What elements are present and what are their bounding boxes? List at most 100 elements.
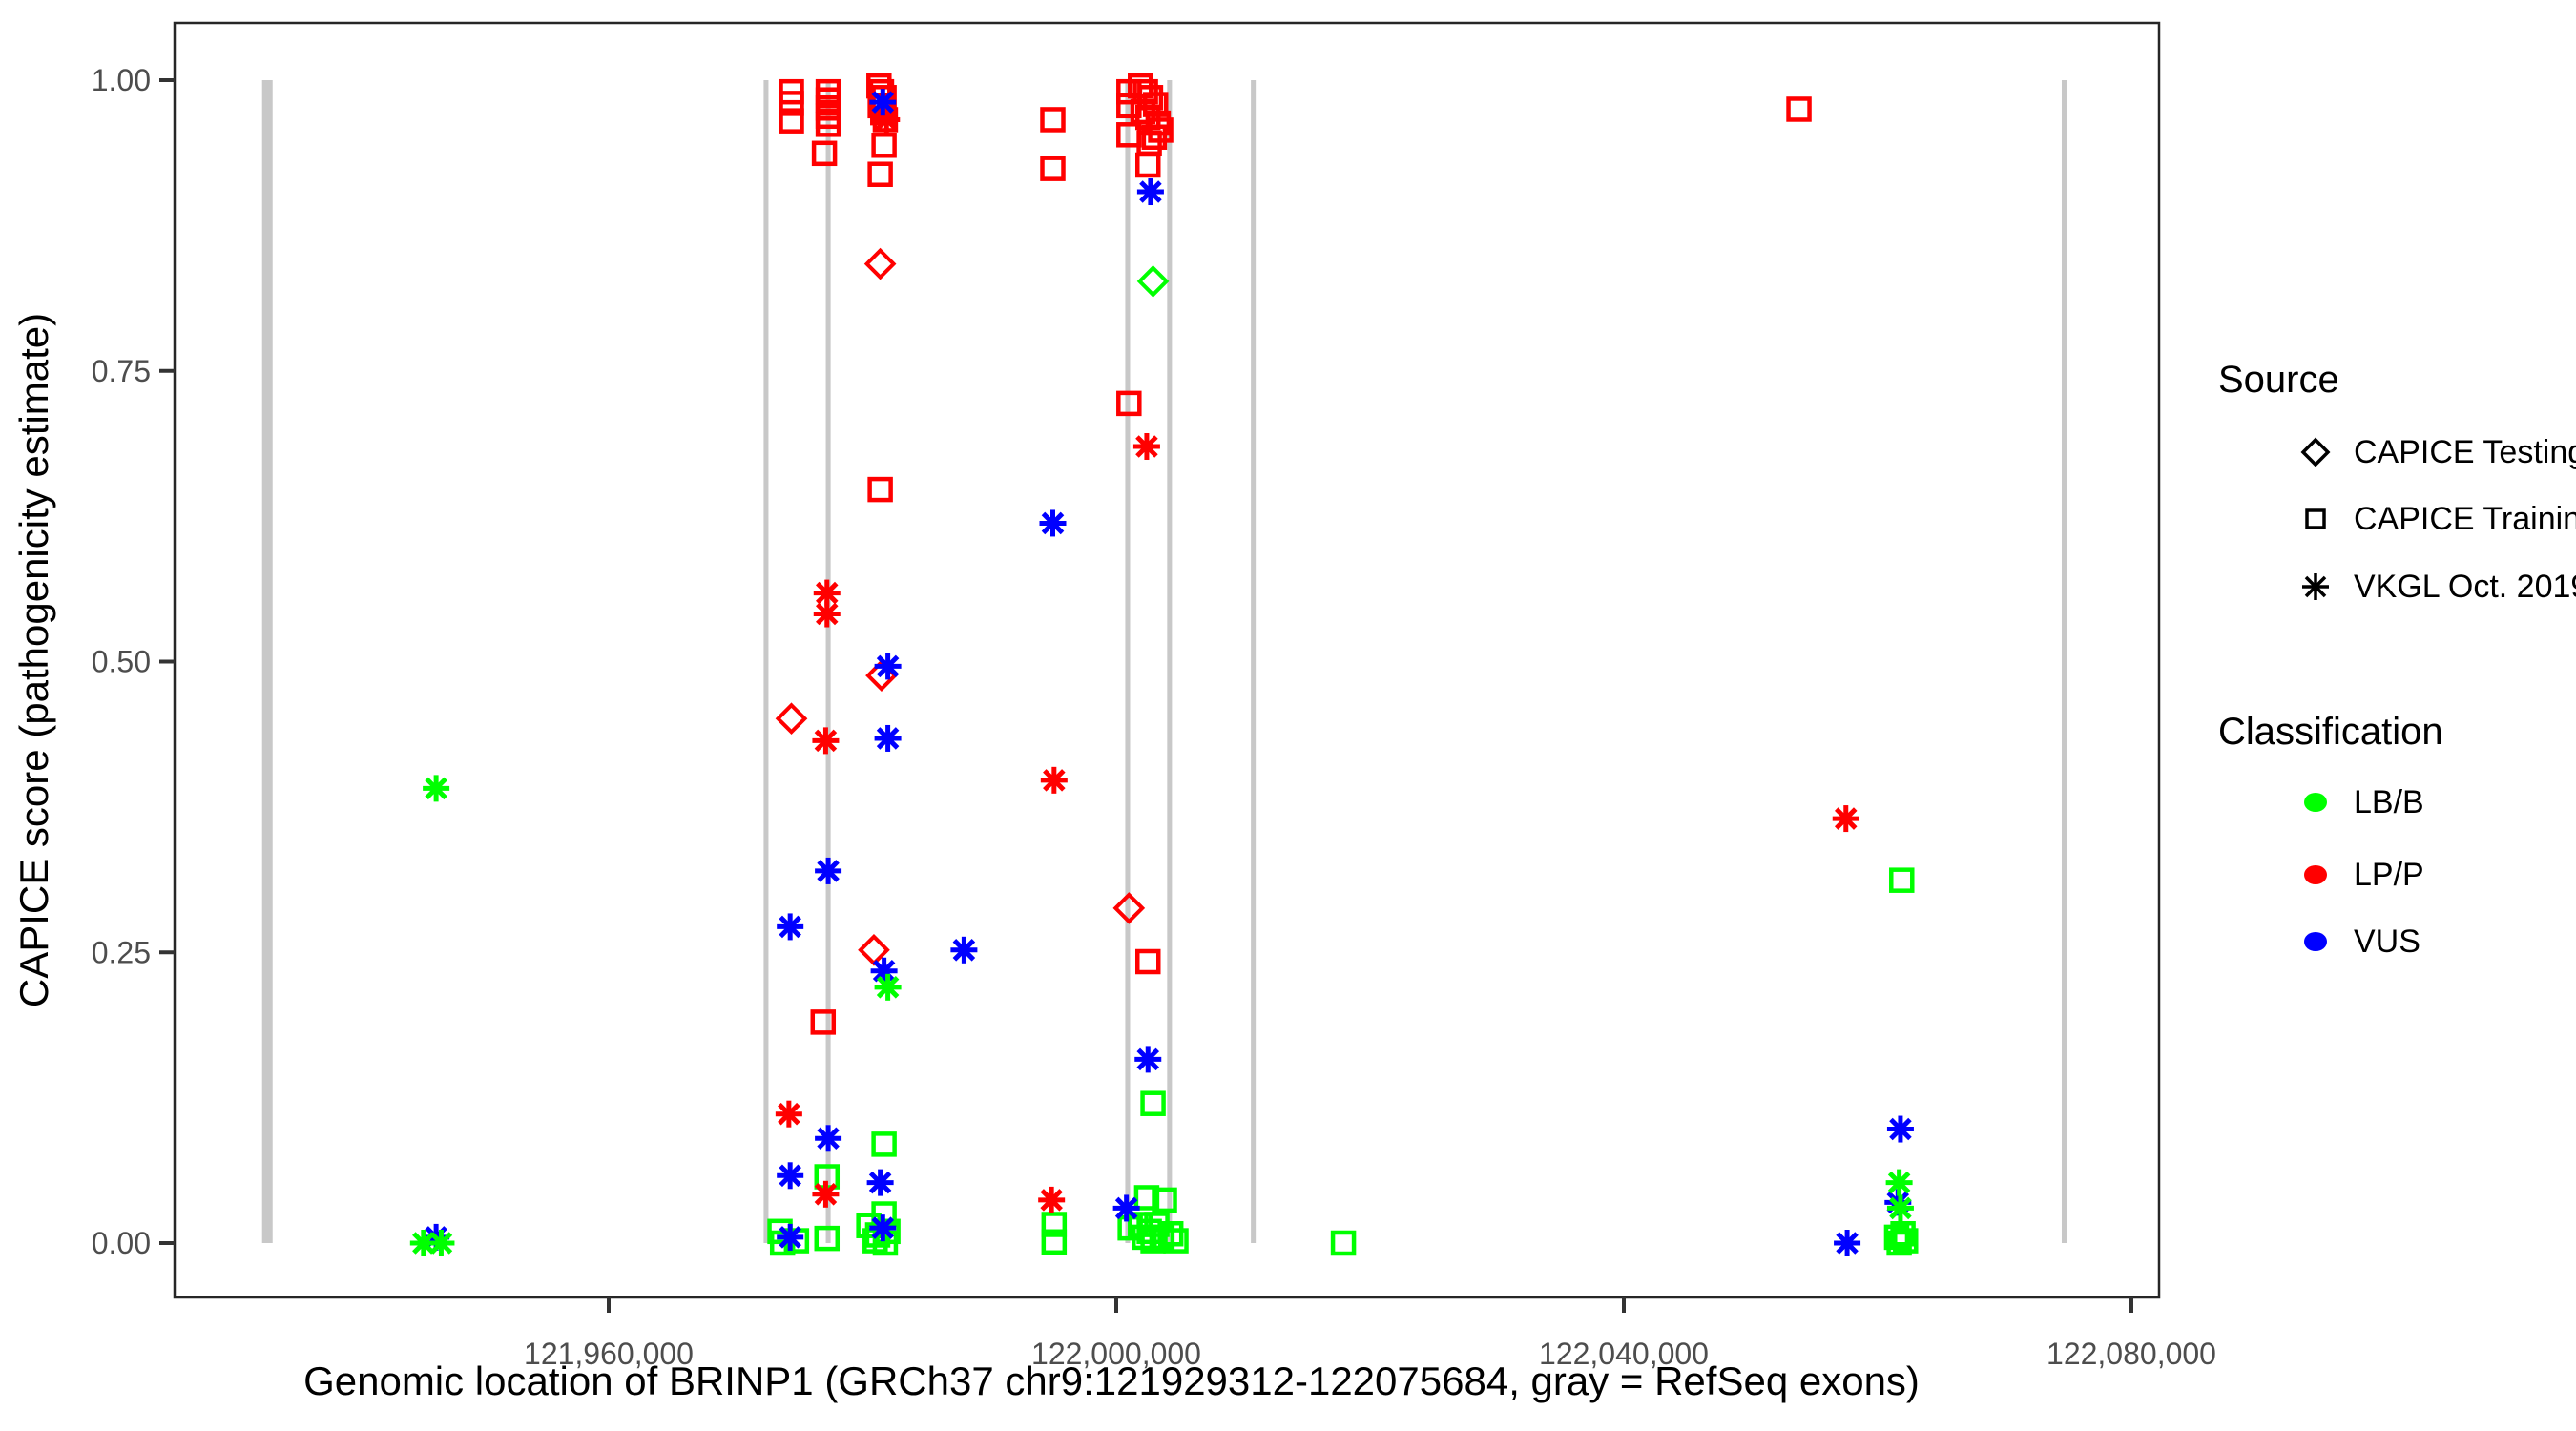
legend-item-label: CAPICE Training [2354,500,2576,537]
legend: Source CAPICE Testing CAPICE Training [2194,0,2576,1431]
data-point [1834,1230,1861,1256]
axis-ticks [159,78,2133,1313]
data-point [1134,1046,1162,1073]
data-point [1039,509,1067,537]
y-tick-label: 0.75 [92,354,151,388]
diamond-icon [2300,437,2331,467]
data-point [1889,867,1915,893]
y-tick-label: 1.00 [92,63,151,97]
data-point [815,112,841,137]
blue-dot-icon [2304,932,2327,951]
data-point [777,1223,804,1251]
data-point [1112,1194,1140,1222]
exon-bar [1251,80,1257,1243]
data-point [1040,766,1068,794]
data-point [812,727,840,755]
exon-bar [1125,80,1131,1243]
legend-source-title: Source [2218,359,2339,401]
data-point [1040,107,1066,133]
y-axis-title: CAPICE score (pathogenicity estimate) [11,313,56,1007]
data-point [777,1162,804,1190]
asterisk-icon [2302,573,2329,600]
data-point [811,140,838,167]
x-tick-label: 122,040,000 [1539,1337,1709,1371]
legend-item-label: VKGL Oct. 2019 [2354,568,2576,605]
data-point [1041,1229,1068,1255]
data-point [1136,265,1170,298]
data-point [1136,178,1164,206]
data-point [815,1125,842,1152]
exon-bar [763,80,769,1243]
x-tick-label: 122,000,000 [1031,1337,1201,1371]
exon-bar [1167,80,1173,1243]
data-point [1832,805,1859,833]
data-point [1893,1228,1919,1254]
plot-panel-border [173,21,2161,1299]
data-point [871,1131,897,1157]
square-icon [2305,508,2326,529]
data-point [874,973,902,1001]
data-point [1135,152,1161,178]
data-point [777,913,804,941]
data-point [871,133,897,158]
data-point [779,108,804,134]
data-point [1132,432,1160,460]
axis-tick-labels: 121,960,000 122,000,000 122,040,000 122,080… [92,63,2216,1371]
data-point [869,89,897,116]
data-point [779,91,804,116]
data-point [867,476,893,503]
data-point [1040,156,1066,181]
data-point [423,775,450,802]
y-tick-label: 0.25 [92,935,151,969]
exon-bar [825,80,831,1243]
legend-item-vkgl: VKGL Oct. 2019 [2295,566,2576,608]
exon-bar [2061,80,2067,1243]
x-tick-label: 122,080,000 [2046,1337,2216,1371]
data-point [815,857,842,884]
exon-bar [261,80,273,1243]
data-point [950,936,978,964]
data-point [1330,1230,1357,1256]
data-point [863,247,897,280]
legend-item-label: VUS [2354,923,2420,960]
data-point [1116,390,1142,417]
data-point [874,724,902,752]
legend-item-vus: VUS [2295,921,2420,963]
data-point [427,1230,455,1256]
green-dot-icon [2304,793,2327,812]
legend-item-capice-training: CAPICE Training [2295,498,2576,540]
data-point [1112,892,1146,924]
data-point [870,957,898,985]
x-axis-title: Genomic location of BRINP1 (GRCh37 chr9:… [303,1358,1920,1403]
y-tick-label: 0.50 [92,645,151,679]
data-point [1786,96,1812,122]
data-point [1140,1090,1166,1116]
data-point [1038,1186,1066,1213]
legend-item-capice-testing: CAPICE Testing [2295,431,2576,473]
data-point [1886,1115,1914,1143]
data-point [1885,1169,1913,1196]
data-point [1041,1212,1068,1237]
data-point [1142,92,1169,117]
legend-item-label: LP/P [2354,856,2424,893]
data-point [1135,948,1161,975]
data-point [866,1169,894,1196]
data-points [409,73,1919,1256]
data-point [873,106,901,134]
data-point [775,1100,802,1128]
data-point [1886,1194,1914,1222]
data-point [869,1214,897,1242]
data-point [814,1225,841,1252]
legend-item-lpp: LP/P [2295,854,2424,896]
legend-item-label: LB/B [2354,783,2424,820]
data-point [1141,124,1168,150]
data-point [1152,1187,1177,1213]
data-point [874,653,902,680]
y-tick-label: 0.00 [92,1226,151,1260]
data-point [813,600,841,628]
data-point [1886,1230,1912,1256]
legend-item-label: CAPICE Testing [2354,433,2576,470]
data-point [810,1009,837,1035]
